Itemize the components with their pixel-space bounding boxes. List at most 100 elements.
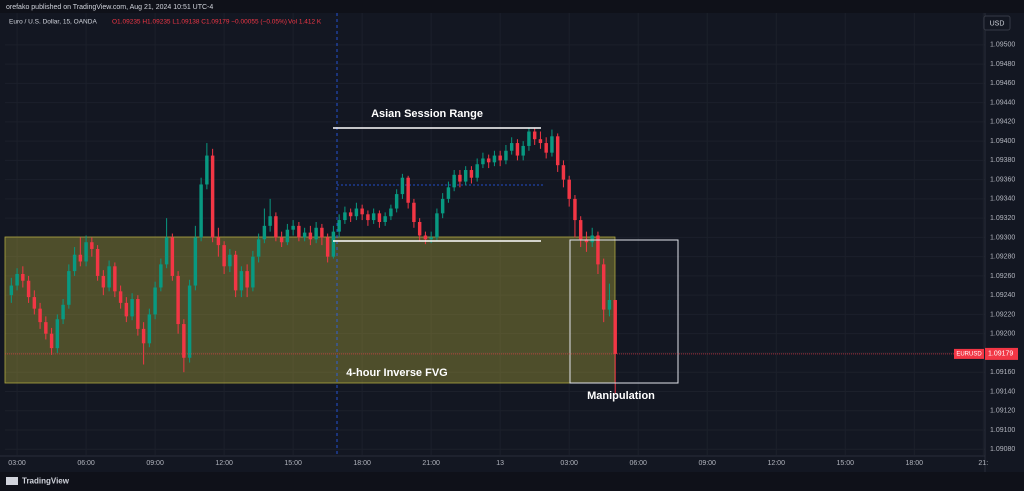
candle-body <box>90 242 94 249</box>
candle-body <box>590 235 594 243</box>
candle-body <box>446 187 451 199</box>
candle-body <box>492 155 497 163</box>
candle-body <box>67 271 71 305</box>
candle-body <box>153 287 157 315</box>
candle-body <box>371 213 376 221</box>
candle-body <box>170 237 175 276</box>
candle-body <box>417 222 422 236</box>
candle-body <box>193 237 198 286</box>
candle-body <box>532 131 537 140</box>
published-note: orefako published on TradingView.com, Au… <box>6 4 213 11</box>
candle-body <box>107 266 111 288</box>
price-tag <box>985 347 1018 360</box>
logo-mark <box>6 477 18 485</box>
candle-body <box>463 170 468 182</box>
candle-body <box>32 297 37 309</box>
candle-body <box>406 177 410 203</box>
manipulation-box <box>569 239 679 384</box>
candle-body <box>262 225 267 240</box>
candle-body <box>348 212 353 217</box>
candle-body <box>78 254 83 262</box>
x-tick-label: 15:00 <box>284 460 302 467</box>
candle-body <box>481 158 485 165</box>
candle-body <box>498 155 502 161</box>
x-tick-label: 03:00 <box>560 460 578 467</box>
candle-body <box>573 198 577 221</box>
candle-body <box>176 275 180 325</box>
candle-body <box>555 136 560 166</box>
y-tick-label: 1.09240 <box>990 292 1015 299</box>
candle-body <box>164 237 169 265</box>
x-tick-label: 09:00 <box>698 460 716 467</box>
fvg-zone <box>4 236 616 384</box>
y-tick-label: 1.09080 <box>990 446 1015 453</box>
y-tick-label: 1.09300 <box>990 234 1015 241</box>
x-tick-label: 06:00 <box>77 460 95 467</box>
y-tick-label: 1.09360 <box>990 176 1015 183</box>
candle-body <box>182 324 186 358</box>
y-tick-label: 1.09480 <box>990 61 1015 68</box>
candle-body <box>274 216 278 238</box>
x-tick-label: 12:00 <box>215 460 233 467</box>
candle-body <box>561 165 566 180</box>
y-tick-label: 1.09140 <box>990 388 1015 395</box>
x-tick-label: 18:00 <box>905 460 923 467</box>
candle-body <box>354 208 359 217</box>
currency-badge[interactable] <box>983 15 1011 31</box>
y-tick-label: 1.09460 <box>990 80 1015 87</box>
candle-body <box>567 179 571 199</box>
candle-body <box>84 242 88 262</box>
candle-body <box>297 225 301 238</box>
y-tick-label: 1.09500 <box>990 42 1015 49</box>
candle-body <box>331 231 336 257</box>
y-tick-label: 1.09400 <box>990 138 1015 145</box>
candle-body <box>141 328 146 344</box>
candle-body <box>251 256 255 288</box>
y-tick-label: 1.09160 <box>990 369 1015 376</box>
candle-body <box>147 314 152 344</box>
candle-body <box>613 299 617 354</box>
candle-body <box>245 271 249 288</box>
candle-body <box>291 225 295 230</box>
annotation: 4-hour Inverse FVG <box>346 367 447 379</box>
currency-label: USD <box>990 20 1005 27</box>
candle-body <box>21 273 25 281</box>
x-tick-label: 18:00 <box>353 460 371 467</box>
candle-body <box>187 285 192 358</box>
candle-body <box>95 248 100 276</box>
candle-body <box>538 139 543 144</box>
candle-body <box>544 143 548 153</box>
candle-body <box>400 177 405 195</box>
candle-body <box>15 273 19 286</box>
candle-body <box>521 145 525 156</box>
candle-body <box>343 212 347 221</box>
candle-body <box>233 254 238 291</box>
ohlc-info: O1.09235 H1.09235 L1.09138 C1.09179 −0.0… <box>112 19 287 26</box>
candle-body <box>389 208 393 217</box>
x-tick-label: 15:00 <box>836 460 854 467</box>
candle-body <box>601 264 606 310</box>
candle-body <box>584 239 589 243</box>
candle-body <box>578 220 583 240</box>
y-tick-label: 1.09260 <box>990 273 1015 280</box>
candle-body <box>509 143 514 151</box>
candle-body <box>458 174 462 182</box>
candle-body <box>279 237 284 243</box>
candle-body <box>377 213 382 223</box>
x-tick-label: 03:00 <box>8 460 26 467</box>
candle-body <box>435 213 439 238</box>
candle-body <box>394 194 399 209</box>
candle-body <box>210 155 215 238</box>
candle-body <box>136 299 140 329</box>
candle-body <box>302 232 307 238</box>
candle-body <box>159 264 163 288</box>
candle-body <box>216 237 221 246</box>
symbol-info: Euro / U.S. Dollar, 15, OANDA <box>9 19 97 26</box>
candle-body <box>429 237 433 240</box>
candle-body <box>607 299 612 310</box>
annotation: Manipulation <box>587 390 655 402</box>
y-tick-label: 1.09420 <box>990 119 1015 126</box>
candle-body <box>61 304 65 320</box>
x-tick-label: 12:00 <box>767 460 785 467</box>
